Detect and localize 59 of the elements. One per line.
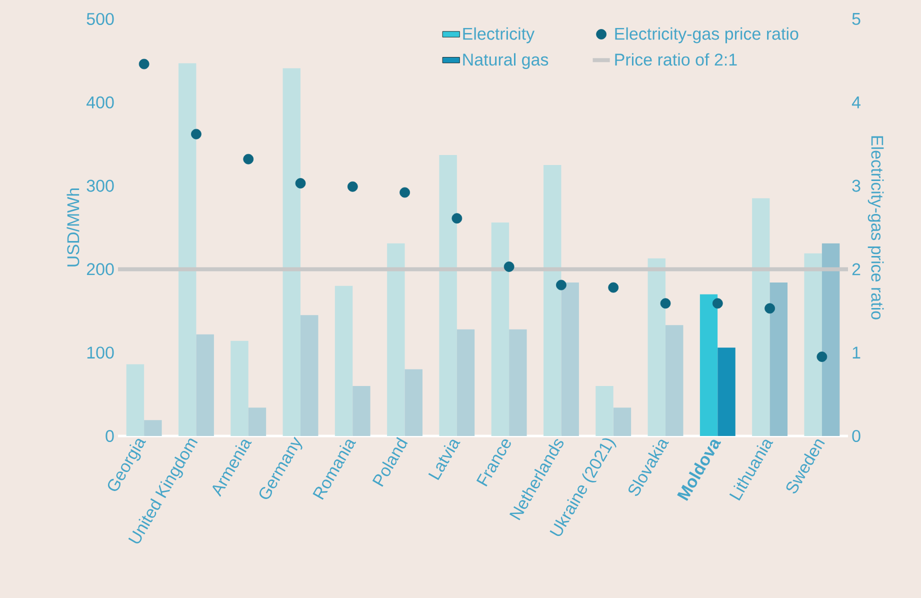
point bbox=[347, 181, 358, 192]
legend-label: Natural gas bbox=[463, 53, 548, 70]
bar bbox=[456, 329, 475, 436]
bar bbox=[282, 68, 300, 436]
point bbox=[400, 187, 410, 198]
point bbox=[712, 298, 723, 309]
y-tick-label: 500 bbox=[86, 12, 114, 26]
y2-tick-label: 1 bbox=[852, 346, 860, 358]
point bbox=[452, 213, 462, 224]
y2-axis-title: Electricity-gas price ratio bbox=[868, 136, 884, 320]
legend-label: Price ratio of 2:1 bbox=[615, 53, 737, 66]
bar bbox=[752, 198, 770, 436]
bar bbox=[700, 294, 718, 436]
y-axis-title: USD/MWh bbox=[66, 188, 80, 266]
point bbox=[138, 58, 150, 70]
point bbox=[660, 298, 671, 309]
point bbox=[191, 128, 202, 140]
legend-label: Electricity bbox=[463, 27, 535, 44]
y2-tick-label: 3 bbox=[852, 180, 860, 192]
legend-label: Electricity-gas price ratio bbox=[615, 27, 798, 44]
y-tick-label: 100 bbox=[87, 346, 114, 359]
bar bbox=[230, 340, 248, 436]
bar bbox=[822, 243, 840, 436]
bar bbox=[770, 282, 788, 436]
y2-tick-label: 0 bbox=[852, 430, 860, 442]
bar bbox=[300, 315, 318, 436]
point bbox=[608, 282, 619, 293]
point bbox=[764, 303, 775, 314]
point bbox=[816, 352, 828, 362]
y-tick-label: 200 bbox=[86, 263, 114, 276]
bar bbox=[596, 386, 614, 436]
bar bbox=[352, 386, 370, 436]
y-tick-label: 400 bbox=[86, 96, 114, 108]
point bbox=[243, 154, 254, 164]
bar bbox=[543, 164, 562, 436]
bar bbox=[404, 369, 423, 436]
bar bbox=[613, 408, 632, 436]
y2-tick-label: 4 bbox=[852, 96, 860, 108]
bar bbox=[387, 243, 405, 436]
point bbox=[504, 261, 514, 272]
bar bbox=[648, 258, 666, 436]
bar bbox=[196, 334, 214, 436]
bar bbox=[248, 408, 266, 436]
bar bbox=[126, 364, 144, 436]
bar bbox=[491, 222, 510, 436]
point bbox=[295, 178, 306, 188]
bar bbox=[144, 420, 162, 436]
bar bbox=[439, 154, 457, 436]
y2-tick-label: 2 bbox=[852, 263, 860, 276]
bar bbox=[561, 282, 579, 436]
y2-tick-label: 5 bbox=[852, 13, 860, 25]
bar bbox=[718, 348, 736, 436]
bar bbox=[334, 286, 353, 436]
bar bbox=[178, 63, 196, 436]
bar bbox=[509, 329, 527, 436]
y-tick-label: 300 bbox=[86, 180, 114, 192]
point bbox=[556, 280, 566, 290]
bar bbox=[666, 325, 684, 436]
bar bbox=[804, 253, 822, 436]
